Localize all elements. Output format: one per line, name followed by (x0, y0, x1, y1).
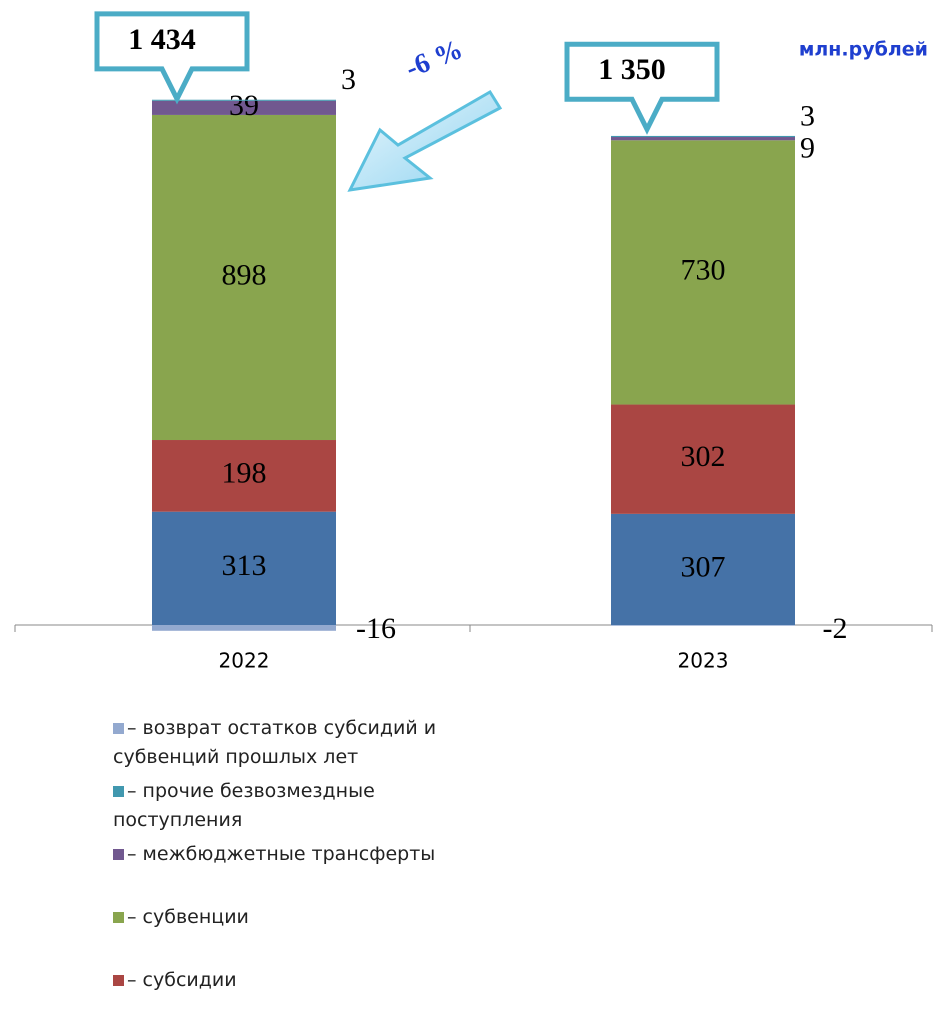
callout-box (564, 41, 720, 135)
data-label: 313 (222, 549, 267, 582)
x-tick-label: 2023 (678, 649, 729, 673)
data-label: 307 (681, 550, 726, 583)
bar-segment (152, 114, 336, 441)
bar-segment (611, 404, 795, 514)
bar-segment (152, 440, 336, 512)
legend-item: – прочие безвозмездные поступления (113, 777, 493, 840)
callout-box (94, 11, 250, 105)
legend-swatch (113, 723, 124, 734)
legend-item: – субсидии (113, 966, 493, 1029)
bar-segment (152, 99, 336, 101)
legend-item: – возврат остатков субсидий и субвенций … (113, 714, 493, 777)
bar-segment (152, 100, 336, 115)
data-label: 198 (222, 457, 267, 490)
legend-label: – прочие безвозмездные поступления (113, 780, 375, 831)
legend-swatch (113, 912, 124, 923)
bar-segment (611, 140, 795, 405)
data-label: 302 (681, 440, 726, 473)
legend-label: – субсидии (127, 969, 237, 991)
data-label: 9 (800, 132, 815, 165)
page: млн.рублей -6 % 2022 313 198 898 39 3 -16 1 434… (14, 11, 933, 991)
total-label: 1 350 (598, 53, 666, 86)
unit-label: млн.рублей (799, 39, 928, 61)
bar-segment (152, 625, 336, 631)
legend-item: – субвенции (113, 903, 493, 966)
change-label: -6 % (401, 34, 467, 85)
legend-swatch (113, 975, 124, 986)
legend-swatch (113, 849, 124, 860)
bar-segment (611, 513, 795, 625)
legend-label: – субвенции (127, 906, 249, 928)
legend-swatch (113, 786, 124, 797)
legend-item: – межбюджетные трансферты (113, 840, 493, 903)
total-label: 1 434 (128, 23, 196, 56)
data-label: 3 (800, 99, 815, 132)
bar-segment (611, 135, 795, 138)
bar-segment (611, 625, 795, 626)
data-label: -2 (823, 612, 848, 645)
data-label: 730 (681, 253, 726, 286)
legend-label: – возврат остатков субсидий и субвенций … (113, 717, 437, 768)
data-label: 39 (229, 89, 259, 122)
x-tick-label: 2022 (219, 649, 270, 673)
data-label: 898 (222, 258, 267, 291)
data-label: 3 (341, 63, 356, 96)
bar-segment (152, 511, 336, 625)
legend-label: – межбюджетные трансферты (127, 843, 436, 865)
total-callout: 1 434 (94, 11, 250, 105)
legend: – возврат остатков субсидий и субвенций … (113, 714, 493, 1029)
total-callout: 1 350 (564, 41, 720, 135)
data-label: -16 (356, 612, 396, 645)
change-arrow (347, 89, 503, 192)
bar-segment (611, 137, 795, 141)
